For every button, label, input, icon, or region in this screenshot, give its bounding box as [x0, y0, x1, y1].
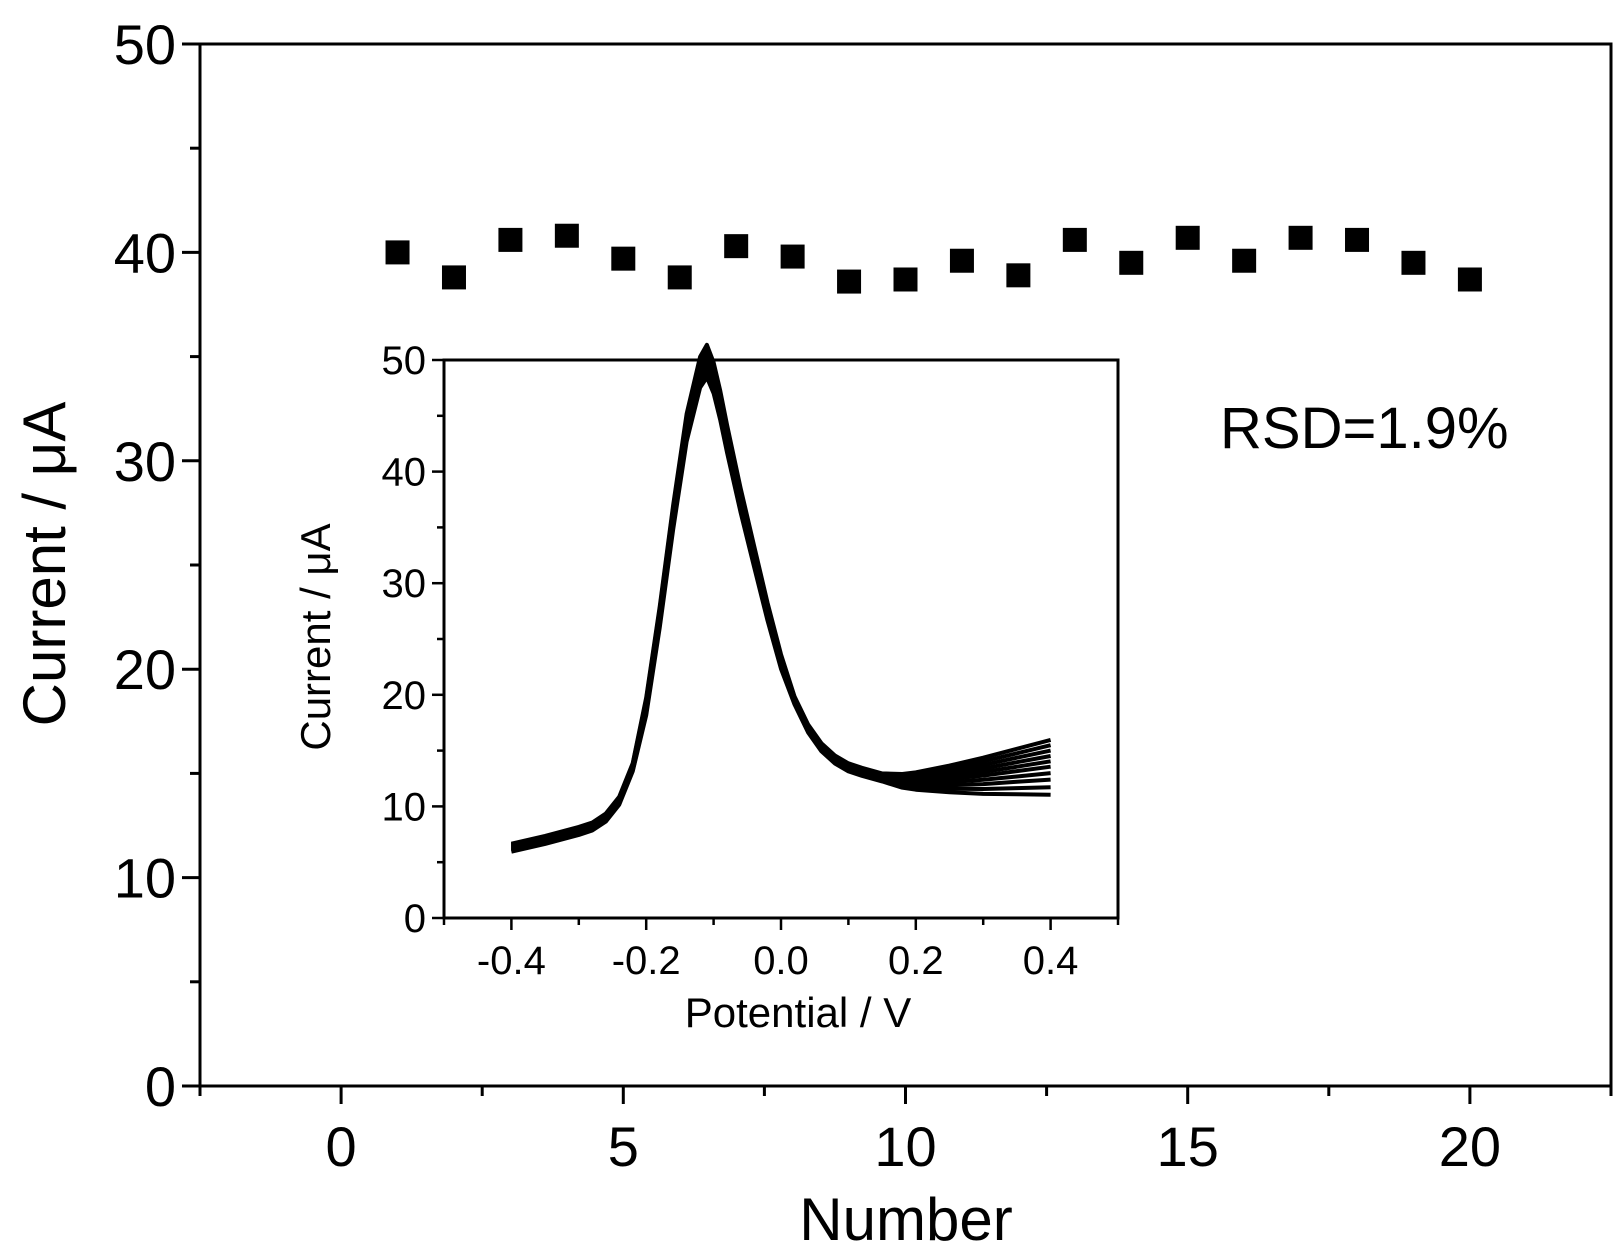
data-point: [1119, 250, 1144, 275]
data-point: [498, 227, 523, 252]
main-x-tick-label: 15: [1157, 1115, 1219, 1178]
rsd-annotation: RSD=1.9%: [1220, 396, 1509, 461]
data-point: [1062, 227, 1087, 252]
data-point: [1457, 267, 1482, 292]
inset-plot-frame: [442, 358, 1120, 920]
inset-y-axis-label: Current / μA: [292, 523, 339, 750]
inset-x-tick-label: -0.4: [477, 939, 546, 983]
main-axis-ticks: 0 5 10 15 20 0 10 20 30 40 50: [114, 13, 1613, 1178]
inset-x-tick-label: 0.0: [753, 939, 809, 983]
main-x-tick-label: 0: [326, 1115, 357, 1178]
main-y-tick-label: 10: [114, 847, 176, 910]
data-point: [385, 240, 410, 265]
voltammogram-line: [510, 342, 1052, 846]
main-y-tick-label: 40: [114, 221, 176, 284]
data-point: [837, 269, 862, 294]
inset-axis-ticks: -0.4 -0.2 0.0 0.2 0.4 0 10 20 30 40 50: [382, 339, 1120, 983]
inset-y-tick-label: 20: [382, 674, 427, 718]
data-point: [667, 265, 692, 290]
data-point: [949, 248, 974, 273]
data-point: [724, 234, 749, 259]
main-x-tick-label: 20: [1439, 1115, 1501, 1178]
inset-x-tick-label: -0.2: [612, 939, 681, 983]
inset-x-axis-label: Potential / V: [685, 989, 911, 1036]
main-x-axis-label: Number: [799, 1186, 1012, 1253]
main-y-tick-label: 20: [114, 638, 176, 701]
main-y-tick-label: 50: [114, 13, 176, 76]
inset-y-tick-label: 0: [404, 897, 426, 941]
data-point: [611, 246, 636, 271]
data-point: [1006, 263, 1031, 288]
inset-x-tick-label: 0.4: [1023, 939, 1079, 983]
data-point: [893, 267, 918, 292]
inset-y-tick-label: 30: [382, 562, 427, 606]
data-point: [1345, 227, 1370, 252]
data-point: [780, 244, 805, 269]
inset-y-tick-label: 10: [382, 785, 427, 829]
main-y-axis-label: Current / μA: [11, 402, 78, 727]
main-x-tick-label: 10: [874, 1115, 936, 1178]
inset-voltammogram-lines: [510, 342, 1052, 854]
main-y-tick-label: 30: [114, 430, 176, 493]
data-point: [441, 265, 466, 290]
main-y-tick-label: 0: [145, 1055, 176, 1118]
main-x-tick-label: 5: [608, 1115, 639, 1178]
data-point: [1288, 225, 1313, 250]
inset-x-tick-label: 0.2: [888, 939, 944, 983]
inset-y-tick-label: 40: [382, 451, 427, 495]
data-point: [1175, 225, 1200, 250]
main-data-points: [385, 223, 1482, 294]
data-point: [554, 223, 579, 248]
data-point: [1401, 250, 1426, 275]
data-point: [1232, 248, 1257, 273]
inset-y-tick-label: 50: [382, 339, 427, 383]
